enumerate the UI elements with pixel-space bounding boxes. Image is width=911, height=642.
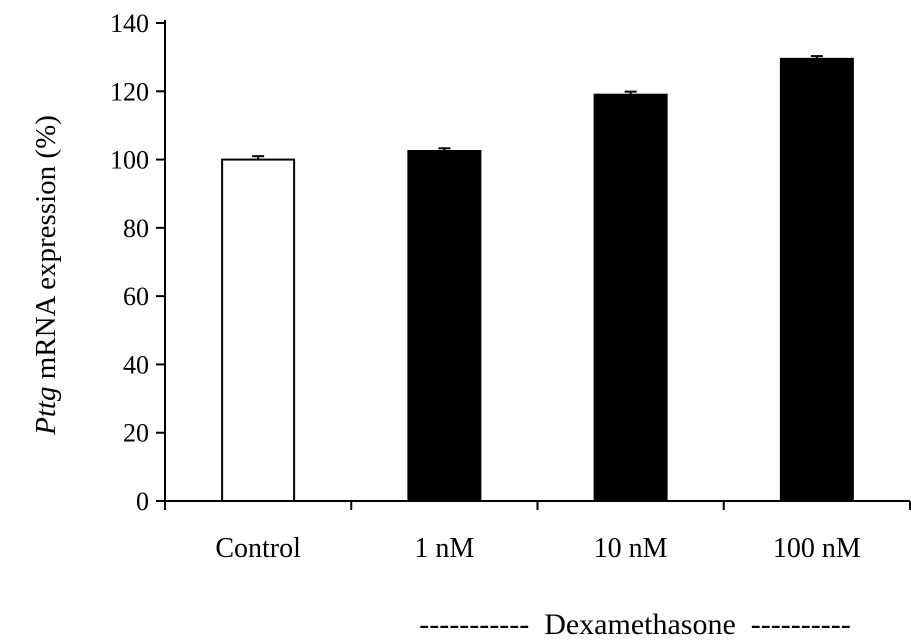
x-category-label: 1 nM [414,533,474,564]
x-category-label: 100 nM [773,533,861,564]
y-axis: 0 20 40 60 80 100 120 140 [110,9,166,516]
y-tick-label: 140 [110,9,149,38]
y-tick-label: 0 [136,487,149,516]
x-axis: Control 1 nM 10 nM 100 nM [164,500,911,564]
bar [221,158,296,502]
bar [593,93,668,502]
x-category-label: 10 nM [594,533,668,564]
y-tick-label: 20 [123,419,149,448]
y-axis-label-text: mRNA expression (%) [30,115,62,386]
bar [779,57,854,502]
y-tick-label: 80 [123,214,149,243]
group-label: ----------- Dexamethasone ---------- [419,608,850,641]
y-axis-label: Pttg mRNA expression (%) [30,115,62,436]
y-tick-label: 100 [110,146,149,175]
bar [407,150,482,503]
y-tick-label: 120 [110,77,149,106]
y-tick-label: 40 [123,350,149,379]
y-axis-label-gene: Pttg [30,387,62,436]
y-tick-label: 60 [123,282,149,311]
x-category-label: Control [215,533,301,564]
error-bars [252,55,823,160]
bars [221,57,854,503]
